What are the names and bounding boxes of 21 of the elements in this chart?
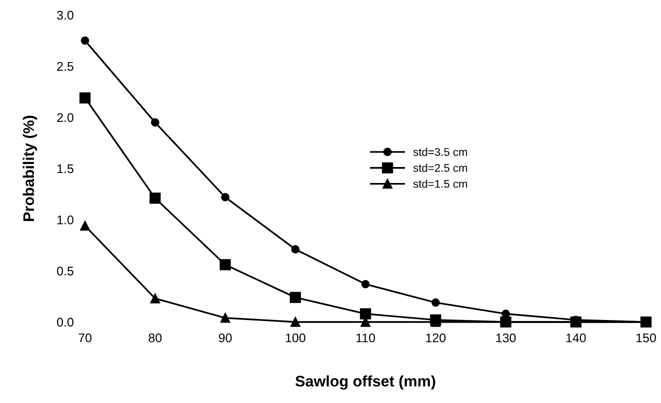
y-axis-title: Probability (%) xyxy=(22,116,38,221)
x-tick-label: 140 xyxy=(566,333,586,342)
legend-label: std=2.5 cm xyxy=(413,164,467,172)
y-tick-label: 3.0 xyxy=(56,10,74,20)
x-tick-label: 130 xyxy=(496,333,516,342)
y-tick-label: 1.0 xyxy=(57,215,74,224)
x-tick-label: 150 xyxy=(636,333,656,342)
legend-label: std=1.5 cm xyxy=(413,180,467,188)
y-tick-label: 2.5 xyxy=(57,62,74,71)
y-tick-label: 1.5 xyxy=(57,164,74,174)
legend-label: std=3.5 cm xyxy=(413,148,467,156)
y-tick-label: 2.0 xyxy=(57,113,74,122)
x-axis-title: Sawlog offset (mm) xyxy=(295,375,436,390)
x-tick-label: 90 xyxy=(218,333,232,342)
x-tick-label: 70 xyxy=(78,333,92,342)
x-tick-label: 80 xyxy=(148,333,162,342)
x-tick-label: 110 xyxy=(356,333,375,342)
x-tick-label: 120 xyxy=(426,333,446,342)
y-tick-label: 0.5 xyxy=(57,266,74,276)
x-tick-label: 100 xyxy=(286,333,306,342)
y-tick-label: 0.0 xyxy=(57,318,74,327)
